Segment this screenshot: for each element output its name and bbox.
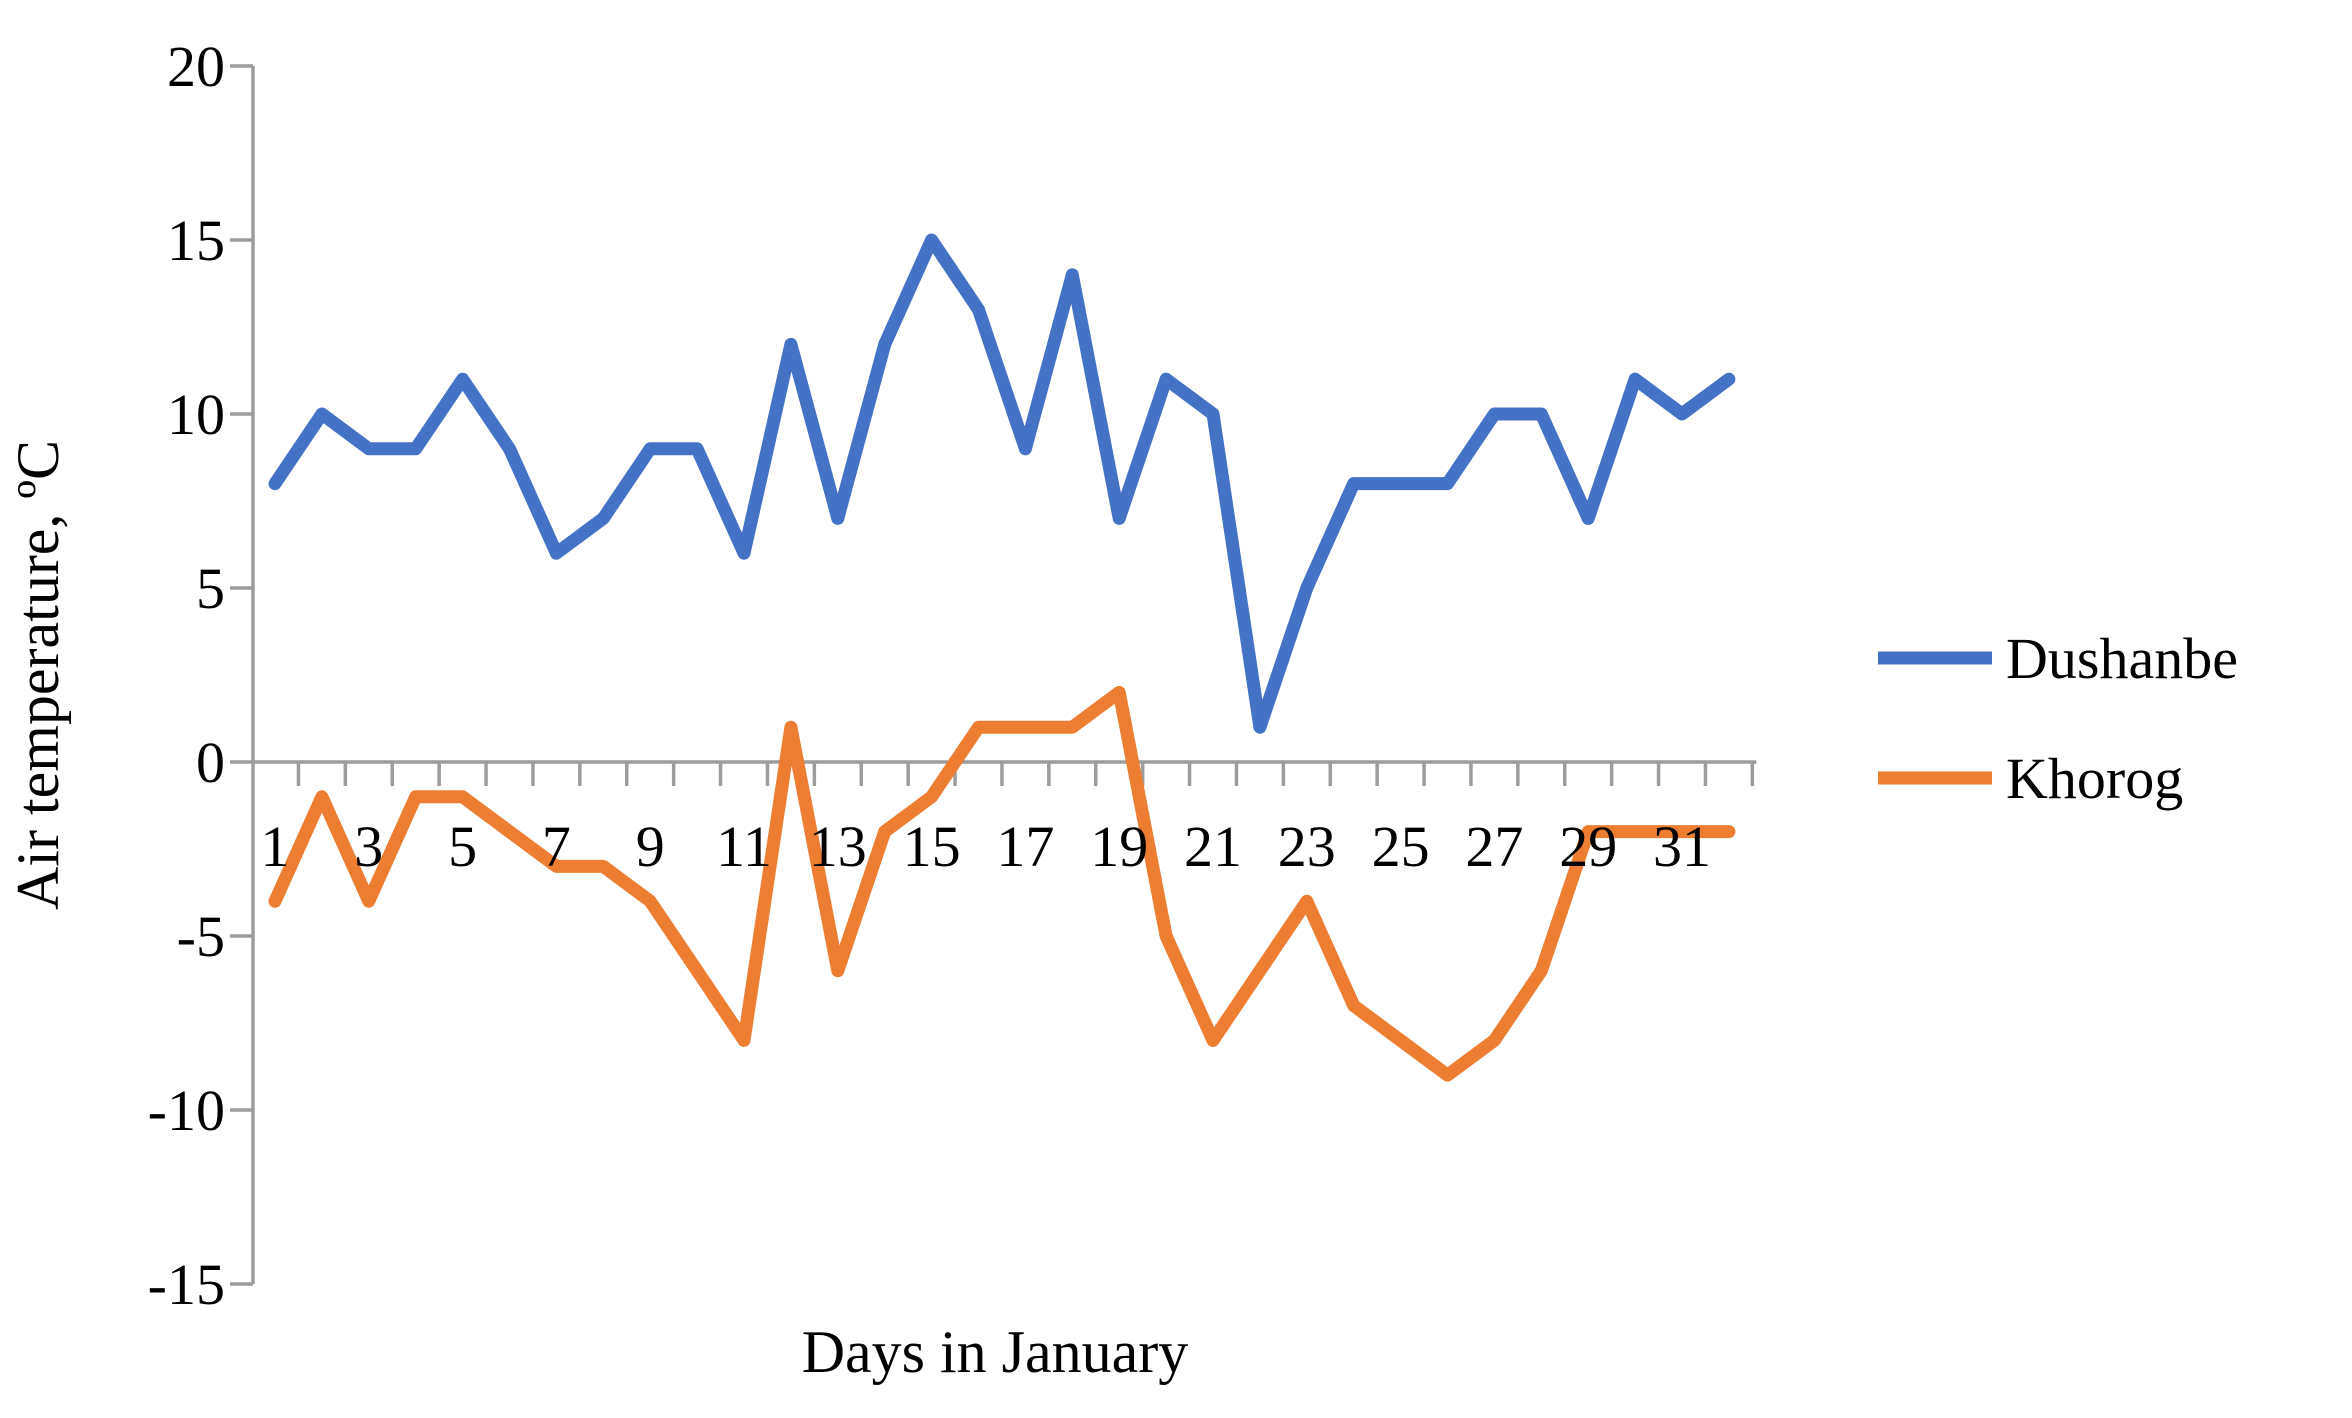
y-axis-title: Air temperature, ºC: [5, 440, 71, 910]
y-tick-label: 10: [167, 382, 225, 447]
y-tick-label: 20: [167, 34, 225, 99]
x-tick-label: 13: [809, 814, 867, 879]
series-line-khorog: [268, 685, 1736, 1082]
legend-label-khorog: Khorog: [2006, 746, 2183, 811]
legend-label-dushanbe: Dushanbe: [2006, 626, 2238, 691]
x-tick-label: 29: [1559, 814, 1617, 879]
data-series-lines: [268, 233, 1736, 1082]
x-tick-label: 7: [542, 814, 571, 879]
legend-item-dushanbe: Dushanbe: [1878, 626, 2238, 691]
x-tick-label: 21: [1184, 814, 1242, 879]
x-tick-label: 3: [354, 814, 383, 879]
y-tick-label: -10: [148, 1078, 225, 1143]
series-line-dushanbe: [268, 233, 1736, 734]
y-tick-label: 15: [167, 208, 225, 273]
x-tick-label: 9: [636, 814, 665, 879]
x-tick-label: 23: [1278, 814, 1336, 879]
x-tick-label: 19: [1090, 814, 1148, 879]
x-tick-label: 1: [261, 814, 290, 879]
legend-item-khorog: Khorog: [1878, 746, 2183, 811]
y-tick-label: 5: [196, 556, 225, 621]
x-axis-title: Days in January: [802, 1319, 1189, 1385]
axes: [230, 64, 1757, 1286]
x-tick-label: 15: [903, 814, 961, 879]
x-tick-label: 11: [716, 814, 772, 879]
y-tick-label: -5: [177, 904, 225, 969]
y-tick-label: 0: [196, 730, 225, 795]
x-tick-label: 27: [1465, 814, 1523, 879]
x-tick-label: 25: [1372, 814, 1430, 879]
x-tick-label: 17: [996, 814, 1054, 879]
x-tick-label: 5: [448, 814, 477, 879]
y-tick-label: -15: [148, 1252, 225, 1317]
x-tick-label: 31: [1653, 814, 1711, 879]
legend: Dushanbe Khorog: [1878, 626, 2238, 811]
